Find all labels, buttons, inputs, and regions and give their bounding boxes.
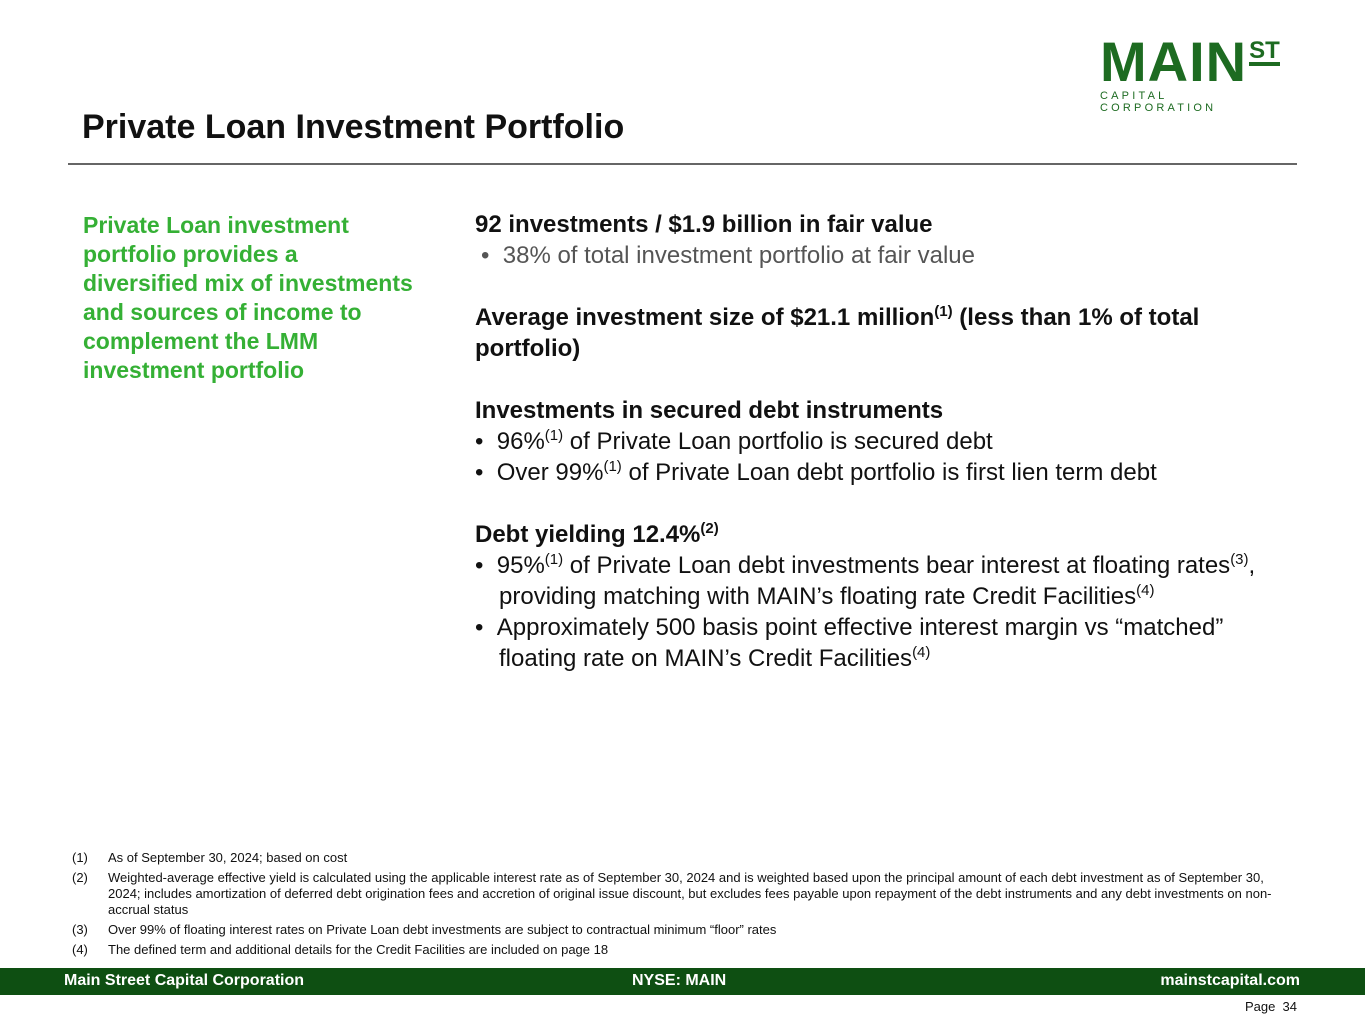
heading-investments: 92 investments / $1.9 billion in fair va… xyxy=(475,211,933,238)
bullet: • Approximately 500 basis point effectiv… xyxy=(475,614,1224,672)
footer-company: Main Street Capital Corporation xyxy=(64,972,305,989)
title-divider xyxy=(68,163,1297,165)
bullet: • 96%(1) of Private Loan portfolio is se… xyxy=(475,427,993,455)
page-number: Page 34 xyxy=(1244,999,1297,1014)
bullet: • Over 99%(1) of Private Loan debt portf… xyxy=(475,458,1157,486)
bullet: • 38% of total investment portfolio at f… xyxy=(481,242,976,269)
page-title: Private Loan Investment Portfolio xyxy=(82,108,625,146)
heading-average-size: Average investment size of $21.1 million… xyxy=(475,303,1200,362)
logo-st: ST xyxy=(1249,37,1280,66)
heading-debt-yield: Debt yielding 12.4%(2) xyxy=(475,520,719,548)
main-content: 92 investments / $1.9 billion in fair va… xyxy=(475,209,1305,674)
footnotes: (1) As of September 30, 2024; based on co… xyxy=(72,850,1297,962)
footer-bar: Main Street Capital Corporation NYSE: MA… xyxy=(0,968,1365,995)
footnote: (1) As of September 30, 2024; based on co… xyxy=(72,850,348,865)
footnote: (2) Weighted-average effective yield is c… xyxy=(72,870,1272,917)
heading-secured-debt: Investments in secured debt instruments xyxy=(475,397,944,424)
footer-website: mainstcapital.com xyxy=(1160,972,1300,989)
summary-callout: Private Loan investment portfolio provid… xyxy=(83,212,413,383)
logo-main: MAIN xyxy=(1100,30,1248,93)
footnote: (3) Over 99% of floating interest rates o… xyxy=(72,922,777,937)
footnote: (4) The defined term and additional detai… xyxy=(72,942,609,957)
company-logo: MAINST CAPITAL CORPORATION xyxy=(1100,30,1280,114)
bullet: • 95%(1) of Private Loan debt investment… xyxy=(475,551,1256,610)
logo-subtitle: CAPITAL CORPORATION xyxy=(1100,90,1217,114)
footer-ticker: NYSE: MAIN xyxy=(632,972,727,989)
